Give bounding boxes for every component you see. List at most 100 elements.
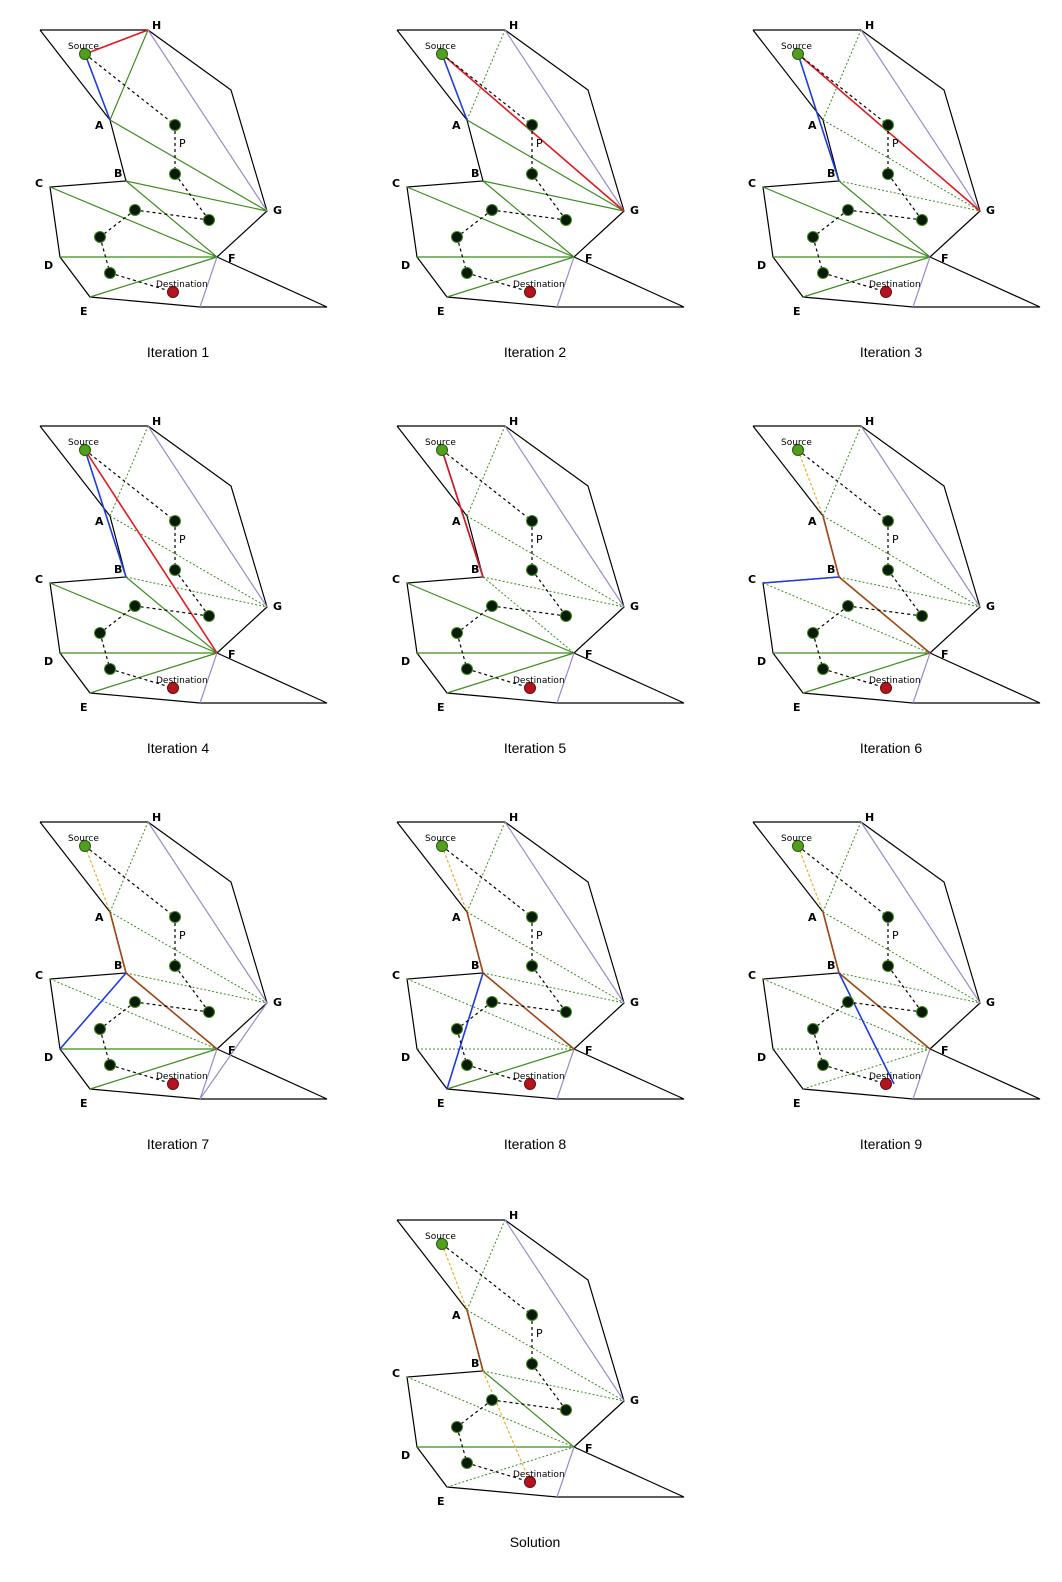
funnel-edge-AB	[822, 911, 840, 974]
source-node	[436, 48, 448, 60]
mesh-edge-BF	[838, 180, 931, 258]
mesh-edge-AH	[466, 1219, 506, 1311]
corridor-node-3	[486, 996, 498, 1008]
vertex-label-e: E	[437, 701, 445, 714]
corridor-node-5	[807, 627, 819, 639]
destination-node	[167, 286, 179, 298]
panel-7: A B C D E F G H Source Destination P Iteration 7	[35, 811, 328, 1152]
portal-label: P	[536, 929, 543, 942]
panel-caption: Iteration 9	[860, 1136, 922, 1152]
path-edge-SA	[797, 845, 824, 913]
source-label: Source	[781, 834, 812, 844]
panel-caption: Iteration 2	[504, 344, 566, 360]
portal-edge-HG	[504, 425, 625, 608]
corridor-node-5	[451, 1421, 463, 1433]
mesh-edge-EF	[802, 256, 931, 298]
source-node	[436, 1238, 448, 1250]
corridor-node-3	[129, 600, 141, 612]
panel-10: A B C D E F G H Source Destination P Solution	[392, 1209, 685, 1550]
corridor-link-1	[84, 449, 176, 522]
vertex-label-e: E	[437, 1097, 445, 1110]
path-edge-SA	[441, 845, 468, 913]
mesh-edge-AH	[109, 29, 149, 121]
vertex-label-a: A	[452, 1309, 461, 1322]
mesh-edge-AH	[466, 821, 506, 913]
source-label: Source	[425, 1232, 456, 1242]
corridor-link-7	[109, 1064, 174, 1085]
corridor-node-4	[203, 1006, 215, 1018]
corridor-node-1	[882, 911, 894, 923]
source-node	[436, 444, 448, 456]
corridor-node-1	[882, 515, 894, 527]
panel-caption: Iteration 4	[147, 740, 209, 756]
corridor-node-4	[916, 610, 928, 622]
portal-edge-FX	[556, 256, 575, 308]
corridor-link-6	[99, 236, 111, 274]
corridor-node-3	[486, 600, 498, 612]
mesh-edge-BG	[482, 576, 625, 608]
corridor-link-7	[109, 668, 174, 689]
corridor-node-3	[129, 996, 141, 1008]
vertex-label-g: G	[986, 996, 995, 1009]
vertex-label-g: G	[630, 204, 639, 217]
corridor-node-4	[203, 214, 215, 226]
left-funnel-edge-SA	[441, 53, 468, 121]
corridor-node-2	[526, 960, 538, 972]
mesh-edge-BG	[125, 972, 268, 1004]
corridor-link-3	[887, 965, 923, 1013]
vertex-label-e: E	[80, 1097, 88, 1110]
panel-8: A B C D E F G H Source Destination P Iteration 8	[392, 811, 685, 1152]
vertex-label-a: A	[95, 119, 104, 132]
source-label: Source	[425, 834, 456, 844]
mesh-edge-AG	[109, 119, 268, 212]
vertex-label-f: F	[941, 648, 949, 661]
corridor-node-2	[526, 1358, 538, 1370]
mesh-edge-EF	[446, 256, 575, 298]
vertex-label-a: A	[452, 515, 461, 528]
vertex-label-b: B	[114, 959, 122, 972]
corridor-node-5	[94, 1023, 106, 1035]
vertex-label-d: D	[401, 1051, 410, 1064]
portal-edge-HG	[504, 821, 625, 1004]
panel-4: A B C D E F G H Source Destination P Iteration 4	[35, 415, 328, 756]
corridor-node-1	[882, 119, 894, 131]
corridor-node-5	[451, 1023, 463, 1035]
corridor-link-7	[466, 1064, 531, 1085]
portal-edge-FX	[199, 1048, 218, 1100]
funnel-edge-BF	[482, 972, 575, 1050]
corridor-link-7	[466, 1462, 531, 1483]
corridor-link-7	[109, 272, 174, 293]
panel-caption: Iteration 3	[860, 344, 922, 360]
mesh-edge-AH	[822, 29, 862, 121]
vertex-label-h: H	[152, 415, 161, 428]
portal-edge-FX	[556, 1048, 575, 1100]
vertex-label-c: C	[392, 573, 400, 586]
corridor-link-5	[456, 209, 493, 238]
corridor-node-4	[560, 214, 572, 226]
corridor-node-1	[169, 515, 181, 527]
destination-label: Destination	[869, 676, 921, 686]
portal-label: P	[536, 1327, 543, 1340]
corridor-node-6	[461, 1059, 473, 1071]
mesh-edge-AG	[466, 119, 625, 212]
vertex-label-b: B	[471, 563, 479, 576]
vertex-label-d: D	[401, 1449, 410, 1462]
vertex-label-g: G	[986, 600, 995, 613]
corridor-link-6	[456, 1426, 468, 1464]
right-funnel-edge-SG	[797, 53, 981, 212]
corridor-node-4	[916, 214, 928, 226]
left-funnel-edge-BD	[59, 972, 127, 1050]
funnel-edge-AB	[466, 1309, 484, 1372]
corridor-node-3	[842, 600, 854, 612]
portal-edge-FX	[199, 256, 218, 308]
corridor-node-6	[104, 267, 116, 279]
vertex-label-g: G	[273, 996, 282, 1009]
mesh-edge-BG	[482, 972, 625, 1004]
mesh-edge-CF	[49, 978, 218, 1050]
vertex-label-d: D	[44, 655, 53, 668]
mesh-outline	[396, 821, 685, 1100]
vertex-label-a: A	[95, 515, 104, 528]
mesh-edge-CF	[406, 186, 575, 258]
corridor-node-6	[817, 663, 829, 675]
